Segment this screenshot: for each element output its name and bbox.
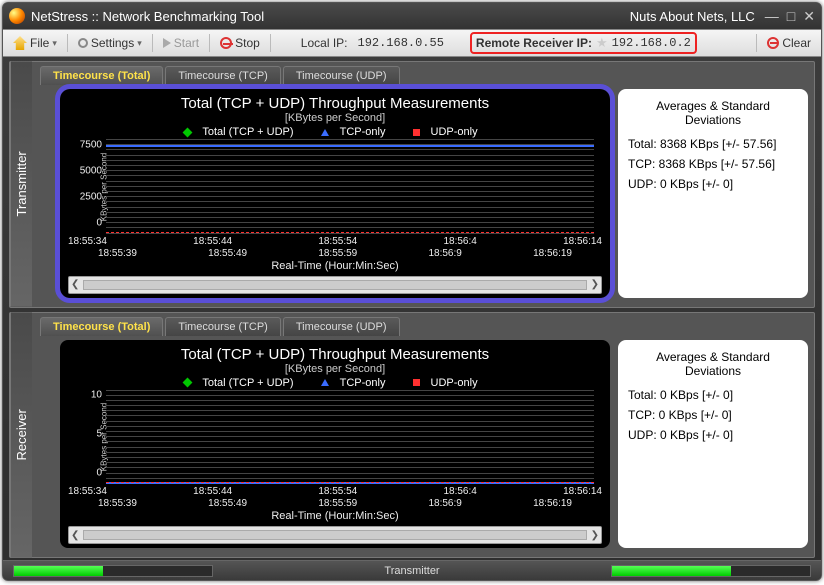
minimize-button[interactable]: — [765, 8, 779, 25]
close-button[interactable]: ✕ [803, 8, 815, 25]
receiver-stats: Averages & Standard Deviations Total: 0 … [618, 340, 808, 549]
gear-icon [78, 38, 88, 48]
legend-total: Total (TCP + UDP) [202, 377, 293, 389]
tab-timecourse-tcp[interactable]: Timecourse (TCP) [165, 66, 280, 85]
remote-ip-group: Remote Receiver IP: ★ 192.168.0.2 [470, 32, 697, 54]
chevron-down-icon: ▾ [137, 38, 142, 49]
tab-timecourse-udp[interactable]: Timecourse (UDP) [283, 317, 400, 336]
plot-area: KBytes per Second 0510 [106, 391, 594, 485]
legend-tcp: TCP-only [340, 126, 386, 138]
settings-label: Settings [91, 36, 134, 50]
tab-timecourse-total[interactable]: Timecourse (Total) [40, 317, 163, 336]
home-icon [13, 36, 27, 50]
transmitter-tabs: Timecourse (Total) Timecourse (TCP) Time… [40, 66, 808, 85]
legend-marker-tcp [321, 379, 329, 386]
titlebar[interactable]: NetStress :: Network Benchmarking Tool N… [3, 3, 821, 29]
file-label: File [30, 36, 49, 50]
start-label: Start [174, 36, 199, 50]
legend-marker-total [183, 378, 193, 388]
transmitter-side-label: Transmitter [10, 62, 32, 307]
stats-total: Total: 8368 KBps [+/- 57.56] [628, 137, 798, 151]
stop-button[interactable]: Stop [216, 34, 264, 52]
stats-udp: UDP: 0 KBps [+/- 0] [628, 177, 798, 191]
tab-timecourse-tcp[interactable]: Timecourse (TCP) [165, 317, 280, 336]
clear-icon [767, 37, 779, 49]
app-window: NetStress :: Network Benchmarking Tool N… [2, 2, 822, 581]
remote-ip-label: Remote Receiver IP: [476, 36, 592, 50]
chevron-down-icon: ▾ [52, 38, 57, 49]
transmitter-stats: Averages & Standard Deviations Total: 83… [618, 89, 808, 298]
remote-ip-value[interactable]: 192.168.0.2 [612, 36, 691, 50]
legend-udp: UDP-only [431, 126, 478, 138]
local-ip-value: 192.168.0.55 [358, 36, 444, 50]
scroll-left-icon[interactable]: ❮ [71, 530, 79, 541]
x-ticks: 18:55:3418:55:4418:55:5418:56:418:56:14 … [68, 236, 602, 260]
chart-legend: Total (TCP + UDP) TCP-only UDP-only [68, 377, 602, 389]
scroll-right-icon[interactable]: ❯ [591, 530, 599, 541]
stats-heading: Averages & Standard Deviations [628, 99, 798, 127]
scroll-thumb[interactable] [83, 280, 586, 290]
star-icon[interactable]: ★ [596, 35, 608, 51]
legend-tcp: TCP-only [340, 377, 386, 389]
scroll-right-icon[interactable]: ❯ [591, 279, 599, 290]
legend-udp: UDP-only [431, 377, 478, 389]
chart-scrollbar[interactable]: ❮ ❯ [68, 276, 602, 294]
company-label: Nuts About Nets, LLC [630, 9, 755, 24]
app-icon [9, 8, 25, 24]
plot-area: KBytes per Second 0250050007500 [106, 140, 594, 234]
receiver-chart[interactable]: Total (TCP + UDP) Throughput Measurement… [60, 340, 610, 549]
receiver-tabs: Timecourse (Total) Timecourse (TCP) Time… [40, 317, 808, 336]
legend-marker-udp [413, 129, 420, 136]
stop-label: Stop [235, 36, 260, 50]
stats-udp: UDP: 0 KBps [+/- 0] [628, 428, 798, 442]
statusbar: Transmitter [3, 560, 821, 580]
chart-subtitle: [KBytes per Second] [68, 363, 602, 375]
chart-scrollbar[interactable]: ❮ ❯ [68, 526, 602, 544]
toolbar: File ▾ Settings ▾ Start Stop Local IP: 1… [3, 29, 821, 57]
x-axis-label: Real-Time (Hour:Min:Sec) [68, 260, 602, 272]
progress-left [13, 565, 213, 577]
window-title: NetStress :: Network Benchmarking Tool [31, 9, 264, 24]
stats-tcp: TCP: 0 KBps [+/- 0] [628, 408, 798, 422]
local-ip-label: Local IP: [301, 36, 348, 50]
stats-tcp: TCP: 8368 KBps [+/- 57.56] [628, 157, 798, 171]
progress-right [611, 565, 811, 577]
legend-marker-udp [413, 379, 420, 386]
start-button[interactable]: Start [159, 34, 203, 52]
status-center-label: Transmitter [384, 565, 439, 577]
receiver-side-label: Receiver [10, 313, 32, 558]
legend-marker-total [183, 127, 193, 137]
scroll-left-icon[interactable]: ❮ [71, 279, 79, 290]
tab-timecourse-udp[interactable]: Timecourse (UDP) [283, 66, 400, 85]
clear-button[interactable]: Clear [763, 34, 815, 52]
stats-total: Total: 0 KBps [+/- 0] [628, 388, 798, 402]
receiver-panel: Receiver Timecourse (Total) Timecourse (… [9, 312, 815, 559]
settings-menu[interactable]: Settings ▾ [74, 34, 146, 52]
stats-heading: Averages & Standard Deviations [628, 350, 798, 378]
play-icon [163, 38, 171, 48]
stop-icon [220, 37, 232, 49]
chart-legend: Total (TCP + UDP) TCP-only UDP-only [68, 126, 602, 138]
maximize-button[interactable]: □ [787, 8, 795, 25]
tab-timecourse-total[interactable]: Timecourse (Total) [40, 66, 163, 85]
transmitter-panel: Transmitter Timecourse (Total) Timecours… [9, 61, 815, 308]
legend-marker-tcp [321, 129, 329, 136]
legend-total: Total (TCP + UDP) [202, 126, 293, 138]
transmitter-chart[interactable]: Total (TCP + UDP) Throughput Measurement… [60, 89, 610, 298]
x-axis-label: Real-Time (Hour:Min:Sec) [68, 510, 602, 522]
file-menu[interactable]: File ▾ [9, 34, 61, 52]
chart-subtitle: [KBytes per Second] [68, 112, 602, 124]
chart-title: Total (TCP + UDP) Throughput Measurement… [68, 95, 602, 112]
chart-title: Total (TCP + UDP) Throughput Measurement… [68, 346, 602, 363]
x-ticks: 18:55:3418:55:4418:55:5418:56:418:56:14 … [68, 486, 602, 510]
scroll-thumb[interactable] [83, 530, 586, 540]
clear-label: Clear [782, 36, 811, 50]
